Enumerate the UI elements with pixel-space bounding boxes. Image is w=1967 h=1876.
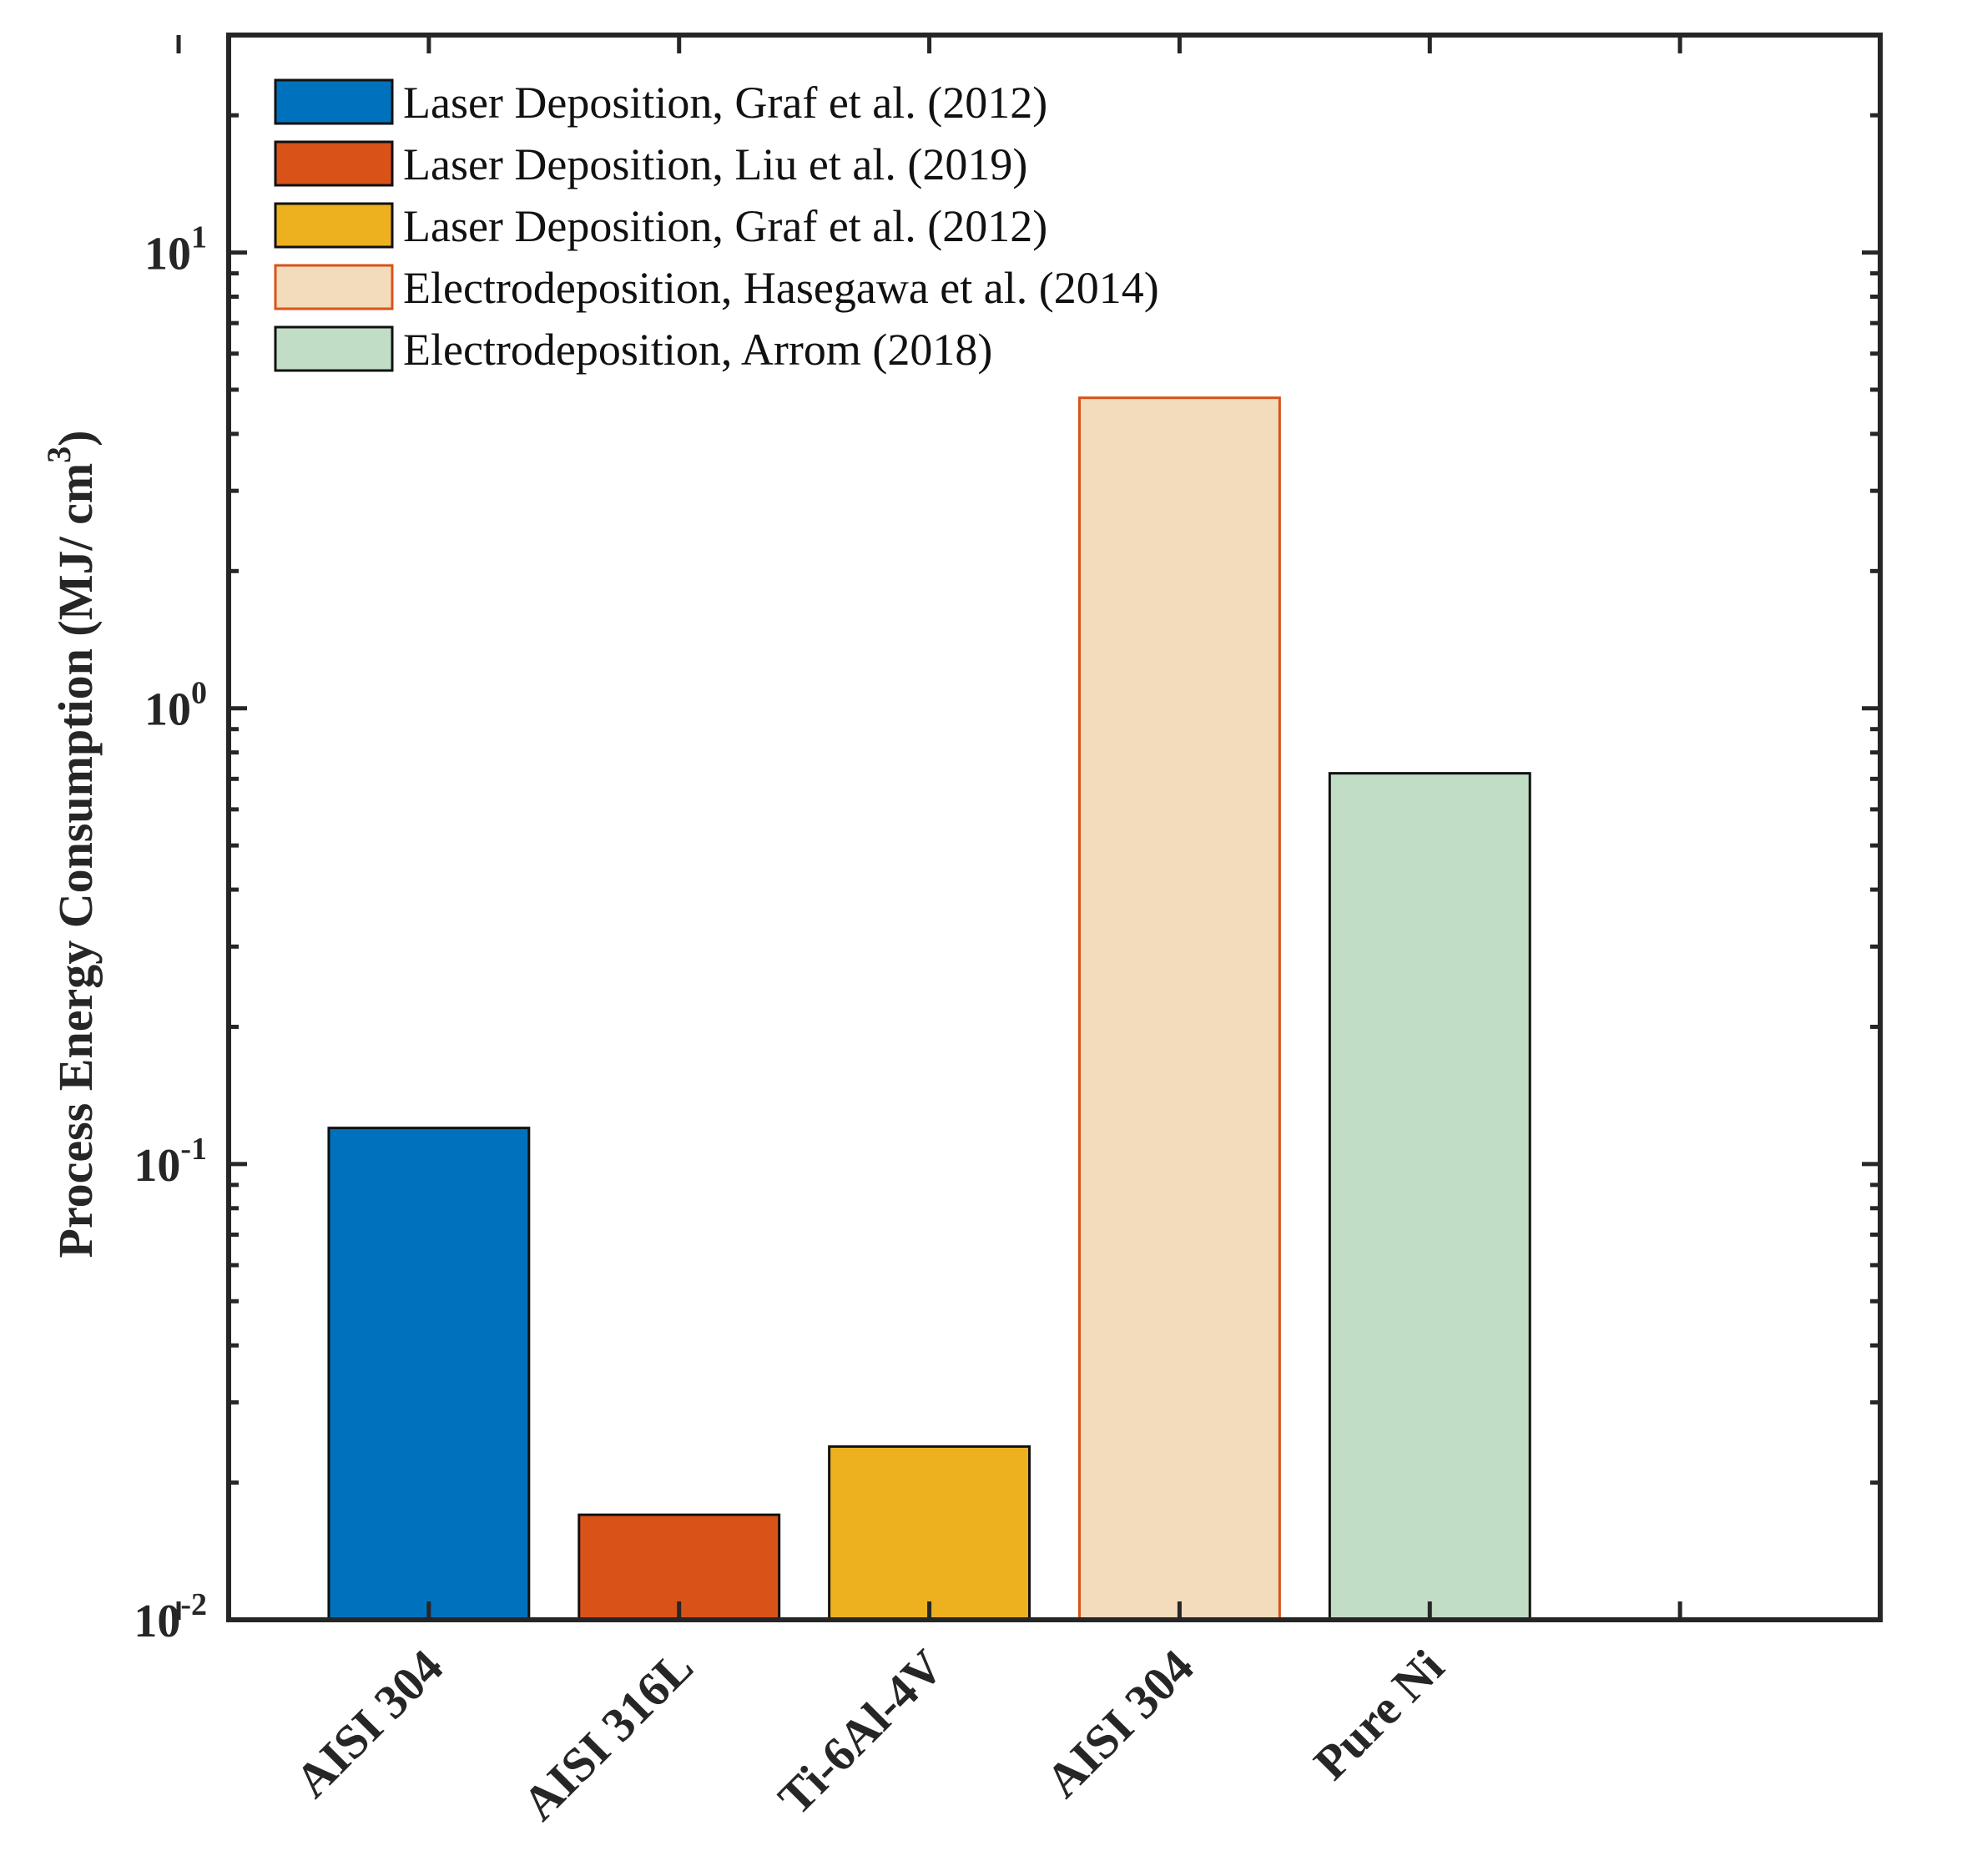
bar: [327, 1127, 531, 1621]
legend-swatch: [274, 264, 394, 310]
y-tick-base: 10: [144, 684, 191, 736]
y-tick-label: 101: [144, 220, 207, 280]
bar: [828, 1445, 1031, 1621]
y-tick-label: 10-2: [134, 1587, 207, 1647]
x-tick-label: AISI 304: [1036, 1639, 1204, 1808]
legend-swatch: [274, 202, 394, 249]
y-tick-exponent: 1: [191, 220, 207, 255]
legend-swatch: [274, 140, 394, 187]
legend-label: Electrodeposition, Arrom (2018): [403, 325, 992, 375]
y-axis-title-text: Process Energy Consumption (MJ/ cm: [48, 463, 103, 1258]
x-tick-labels: AISI 304 AISI 316L Ti-6Al-4V AISI 304 Pure N…: [285, 1639, 1454, 1831]
y-axis-title-close: ): [48, 431, 103, 446]
bar: [1328, 772, 1531, 1621]
bars: [327, 396, 1531, 1621]
y-axis-title: Process Energy Consumption (MJ/ cm3): [40, 431, 103, 1258]
legend-label: Electrodeposition, Hasegawa et al. (2014…: [403, 263, 1159, 313]
x-tick-label: AISI 316L: [512, 1639, 703, 1830]
y-tick-base: 10: [134, 1596, 180, 1647]
x-tick-label: AISI 304: [285, 1639, 453, 1808]
legend-swatch: [274, 325, 394, 372]
bar: [1077, 396, 1281, 1621]
legend-label: Laser Deposition, Liu et al. (2019): [403, 139, 1027, 189]
y-tick-exponent: -1: [180, 1132, 207, 1167]
legend-label: Laser Deposition, Graf et al. (2012): [403, 201, 1047, 251]
legend-label: Laser Deposition, Graf et al. (2012): [403, 78, 1047, 128]
plot-frame: [226, 33, 1883, 1622]
y-tick-exponent: -2: [180, 1587, 207, 1622]
y-tick-label: 100: [144, 676, 207, 736]
legend: Laser Deposition, Graf et al. (2012) Lase…: [274, 78, 1159, 375]
y-tick-exponent: 0: [191, 676, 207, 711]
y-axis-title-superscript: 3: [40, 446, 78, 463]
y-axis-label: Process Energy Consumption (MJ/ cm3): [40, 431, 103, 1258]
legend-swatch: [274, 78, 394, 125]
x-tick-label: Ti-6Al-4V: [768, 1639, 954, 1825]
y-tick-label: 10-1: [134, 1132, 207, 1192]
x-tick-label: Pure Ni: [1304, 1639, 1455, 1790]
y-tick-base: 10: [144, 229, 191, 280]
y-tick-base: 10: [134, 1140, 180, 1192]
